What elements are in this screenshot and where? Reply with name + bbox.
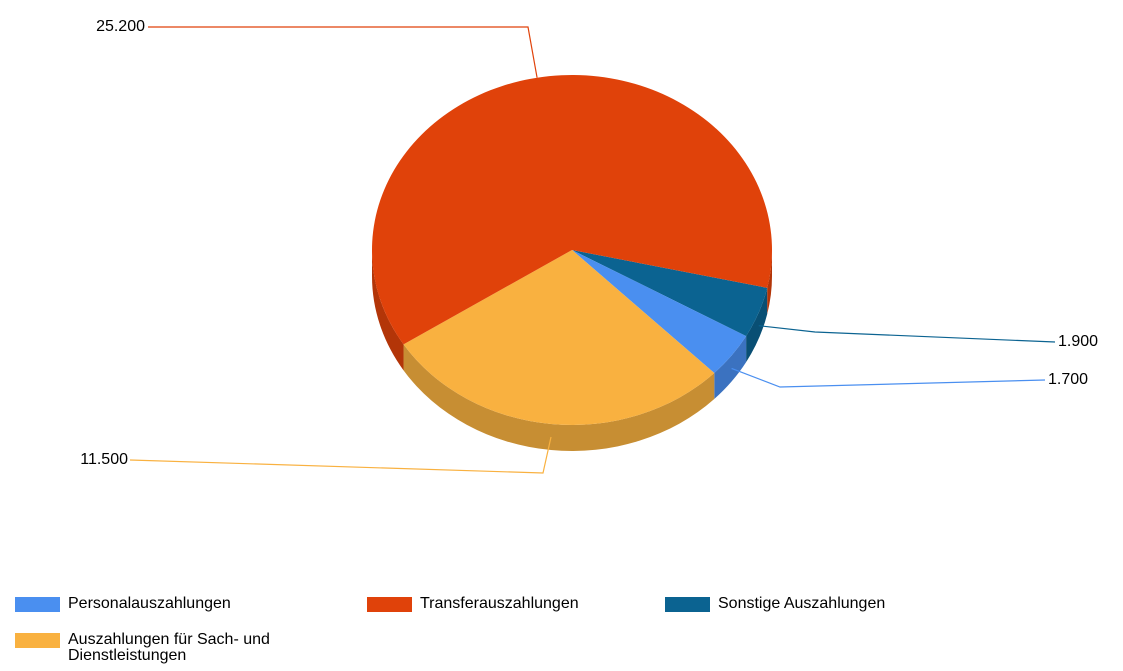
slice-side (714, 336, 747, 400)
legend-item: Auszahlungen für Sach- und Dienstleistun… (15, 632, 333, 664)
leader-line (758, 325, 1056, 343)
data-label: 1.700 (1048, 371, 1088, 388)
legend-label: Personalauszahlungen (68, 595, 231, 612)
legend-item: Sonstige Auszahlungen (665, 596, 885, 612)
slice-side (403, 344, 715, 452)
slice-side (746, 287, 768, 363)
legend-label: Auszahlungen für Sach- und Dienstleistun… (68, 631, 270, 664)
legend-swatch (367, 597, 412, 612)
legend-swatch (15, 633, 60, 648)
data-label: 1.900 (1058, 333, 1098, 350)
leader-line (731, 367, 1046, 388)
slice-side (372, 250, 404, 371)
chart: 1.900 1.700 11.500 25.200 (80, 18, 1098, 474)
leader-line (148, 26, 538, 78)
slice (572, 250, 747, 374)
data-label: 25.200 (96, 18, 145, 35)
legend-label: Sonstige Auszahlungen (718, 595, 886, 612)
slice-side (767, 250, 772, 314)
legend-label: Transferauszahlungen (420, 595, 579, 612)
slice (372, 75, 772, 345)
legend-item: Transferauszahlungen (367, 596, 579, 612)
legend-swatch (15, 597, 60, 612)
slice (572, 250, 768, 337)
legend-swatch (665, 597, 710, 612)
leader-line (129, 436, 552, 474)
slice (403, 250, 715, 425)
data-label: 11.500 (80, 451, 128, 468)
legend-item: Personalauszahlungen (15, 596, 231, 612)
legend: Personalauszahlungen Transferauszahlungen… (0, 590, 1123, 670)
